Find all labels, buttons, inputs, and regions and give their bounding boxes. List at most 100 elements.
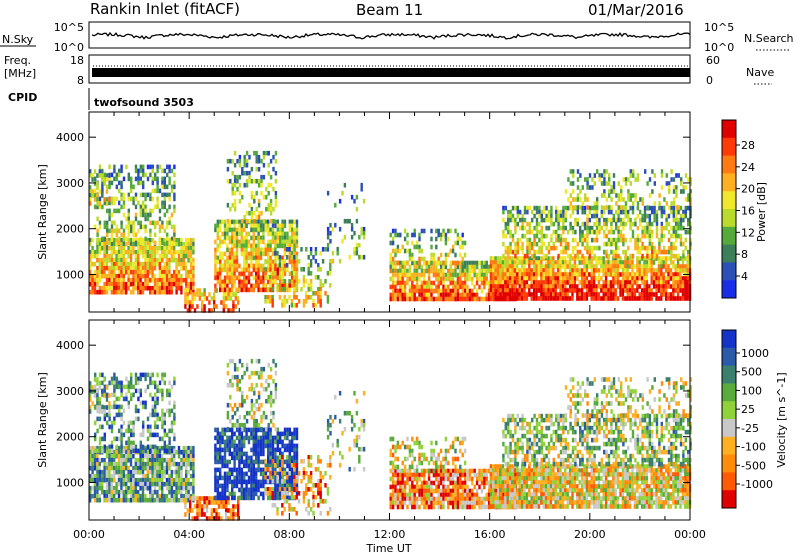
scatter-cell bbox=[319, 267, 322, 272]
scatter-cell bbox=[187, 269, 190, 275]
scatter-cell bbox=[259, 251, 263, 257]
scatter-cell bbox=[98, 416, 102, 422]
scatter-cell bbox=[146, 261, 149, 267]
scatter-cell bbox=[578, 256, 581, 261]
scatter-cell bbox=[158, 416, 162, 422]
scatter-cell bbox=[600, 209, 603, 215]
scatter-cell bbox=[228, 235, 231, 241]
scatter-cell bbox=[117, 261, 121, 267]
scatter-cell bbox=[281, 239, 284, 245]
scatter-cell bbox=[516, 264, 519, 269]
scatter-cell bbox=[579, 173, 582, 178]
scatter-cell bbox=[267, 239, 270, 245]
scatter-cell bbox=[463, 268, 467, 274]
scatter-cell bbox=[93, 193, 97, 198]
scatter-cell bbox=[216, 451, 219, 457]
scatter-cell bbox=[115, 237, 118, 243]
scatter-cell bbox=[141, 269, 145, 275]
scatter-cell bbox=[495, 288, 498, 294]
scatter-cell bbox=[115, 261, 118, 267]
scatter-cell bbox=[624, 249, 627, 255]
scatter-cell bbox=[122, 241, 125, 247]
scatter-cell bbox=[681, 260, 685, 265]
scatter-cell bbox=[672, 264, 675, 269]
scatter-cell bbox=[626, 272, 629, 277]
scatter-cell bbox=[215, 508, 218, 513]
scatter-cell bbox=[108, 448, 111, 454]
scatter-cell bbox=[187, 253, 190, 259]
scatter-cell bbox=[504, 280, 507, 285]
scatter-cell bbox=[305, 299, 308, 304]
scatter-cell bbox=[401, 288, 404, 294]
scatter-cell bbox=[266, 287, 270, 292]
scatter-cell bbox=[456, 236, 460, 242]
scatter-cell bbox=[555, 209, 558, 215]
scatter-cell bbox=[219, 467, 222, 473]
scatter-cell bbox=[144, 473, 147, 479]
scatter-cell bbox=[660, 296, 663, 301]
scatter-cell bbox=[139, 273, 142, 279]
scatter-cell bbox=[305, 279, 308, 284]
scatter-cell bbox=[110, 257, 113, 263]
scatter-cell bbox=[240, 235, 243, 241]
scatter-cell bbox=[180, 461, 183, 467]
scatter-cell bbox=[607, 296, 610, 301]
scatter-cell bbox=[684, 185, 688, 190]
scatter-cell bbox=[487, 288, 491, 294]
scatter-cell bbox=[641, 217, 644, 223]
scatter-cell bbox=[283, 271, 287, 277]
scatter-cell bbox=[189, 473, 193, 479]
scatter-cell bbox=[118, 228, 121, 234]
scatter-cell bbox=[132, 228, 135, 234]
scatter-cell bbox=[480, 272, 484, 278]
scatter-cell bbox=[110, 245, 113, 251]
scatter-cell bbox=[142, 432, 145, 438]
scatter-cell bbox=[120, 253, 123, 259]
scatter-cell bbox=[141, 485, 145, 491]
scatter-cell bbox=[173, 172, 176, 178]
scatter-cell bbox=[588, 292, 591, 297]
scatter-cell bbox=[122, 192, 126, 198]
scatter-cell bbox=[590, 272, 593, 277]
scatter-cell bbox=[168, 473, 171, 479]
scatter-cell bbox=[137, 465, 140, 471]
scatter-cell bbox=[624, 237, 627, 243]
scatter-cell bbox=[96, 181, 99, 186]
scatter-cell bbox=[605, 197, 608, 202]
scatter-cell bbox=[290, 251, 294, 256]
scatter-cell bbox=[573, 260, 577, 265]
scatter-cell bbox=[569, 225, 572, 231]
scatter-cell bbox=[122, 473, 125, 479]
scatter-cell bbox=[288, 251, 291, 257]
scatter-cell bbox=[226, 435, 229, 441]
scatter-cell bbox=[166, 220, 169, 226]
scatter-cell bbox=[271, 263, 275, 269]
scatter-cell bbox=[624, 264, 627, 269]
scatter-cell bbox=[161, 420, 164, 426]
scatter-cell bbox=[175, 469, 178, 475]
scatter-cell bbox=[662, 280, 665, 285]
scatter-cell bbox=[132, 493, 135, 499]
scatter-cell bbox=[461, 232, 464, 238]
scatter-cell bbox=[219, 255, 222, 261]
scatter-cell bbox=[585, 268, 589, 273]
scatter-cell bbox=[163, 432, 166, 438]
scatter-cell bbox=[231, 287, 234, 293]
scatter-cell bbox=[667, 256, 670, 261]
scatter-cell bbox=[285, 263, 289, 268]
scatter-cell bbox=[489, 264, 493, 269]
scatter-cell bbox=[177, 453, 181, 459]
scatter-cell bbox=[118, 380, 121, 386]
scatter-cell bbox=[166, 164, 169, 170]
scatter-cell bbox=[590, 260, 593, 265]
scatter-cell bbox=[675, 193, 678, 198]
scatter-cell bbox=[132, 289, 135, 295]
scatter-cell bbox=[120, 461, 123, 467]
scatter-cell bbox=[621, 280, 625, 285]
scatter-cell bbox=[614, 292, 617, 297]
scatter-cell bbox=[89, 457, 92, 463]
scatter-cell bbox=[142, 164, 145, 170]
scatter-cell bbox=[631, 288, 634, 293]
scatter-cell bbox=[233, 162, 237, 168]
scatter-cell bbox=[180, 273, 183, 279]
